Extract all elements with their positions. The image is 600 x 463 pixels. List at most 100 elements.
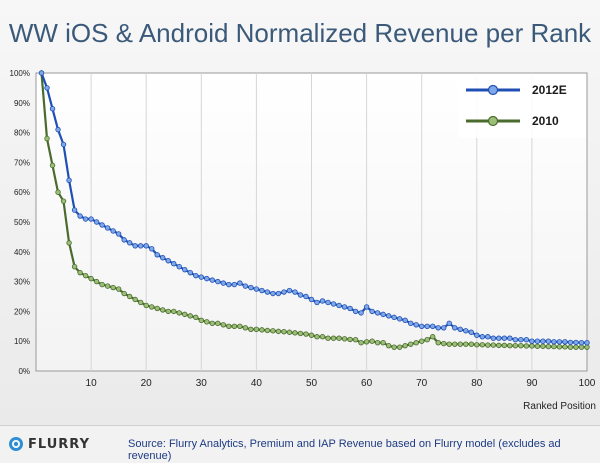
data-point <box>496 335 502 341</box>
data-point <box>330 335 337 341</box>
y-tick-label: 40% <box>14 248 30 257</box>
data-point <box>55 189 61 195</box>
legend-box <box>458 74 586 138</box>
data-point <box>545 343 552 350</box>
data-point <box>396 344 403 350</box>
y-axis: 0% 10% 20% 30% 40% 50% 60% 70% 80% 90% 100% <box>10 69 30 376</box>
x-tick-label: 10 <box>86 378 98 389</box>
data-point <box>424 337 430 343</box>
data-point <box>490 335 497 341</box>
legend-label: 2012E <box>532 83 567 97</box>
data-point <box>187 269 193 276</box>
data-point <box>297 330 304 337</box>
data-point <box>325 299 331 306</box>
data-point <box>441 325 447 331</box>
x-tick-label: 50 <box>306 378 318 389</box>
data-point <box>82 216 89 222</box>
data-point <box>507 342 513 349</box>
data-point <box>49 162 56 169</box>
data-point <box>518 337 524 343</box>
data-point <box>160 307 166 313</box>
data-point <box>154 252 160 258</box>
data-point <box>253 286 260 292</box>
data-point <box>402 317 408 324</box>
data-point <box>347 336 353 343</box>
data-point <box>143 243 149 249</box>
data-point <box>171 308 177 315</box>
data-point <box>209 320 216 327</box>
data-point <box>330 301 337 307</box>
data-point <box>281 289 287 295</box>
data-point <box>441 340 447 347</box>
data-point <box>220 322 227 328</box>
series-layer <box>38 70 590 350</box>
y-tick-label: 50% <box>14 218 30 227</box>
x-tick-label: 20 <box>141 378 153 389</box>
y-tick-label: 20% <box>14 307 30 316</box>
data-point <box>115 231 122 237</box>
data-point <box>137 299 144 306</box>
data-point <box>171 261 177 267</box>
data-point <box>137 243 144 249</box>
data-point <box>193 272 199 279</box>
data-point <box>430 334 436 340</box>
data-point <box>93 219 100 225</box>
data-point <box>452 341 458 347</box>
data-point <box>82 272 89 279</box>
data-point <box>275 290 282 297</box>
data-point <box>380 339 386 346</box>
data-point <box>242 325 249 331</box>
data-point <box>264 289 271 295</box>
data-point <box>253 326 260 332</box>
data-point <box>264 327 271 334</box>
data-point <box>501 342 508 349</box>
data-point <box>413 322 419 328</box>
footer-bar: FLURRY Source: Flurry Analytics, Premium… <box>0 425 600 463</box>
data-point <box>231 323 238 329</box>
y-tick-label: 100% <box>10 69 30 78</box>
y-tick-label: 0% <box>18 367 30 376</box>
data-point <box>226 281 232 288</box>
data-point <box>347 305 353 312</box>
data-point <box>204 319 210 325</box>
data-point <box>319 334 326 340</box>
data-point <box>336 302 342 309</box>
data-point <box>286 329 293 335</box>
data-point <box>292 330 298 336</box>
data-point <box>49 106 56 112</box>
data-point <box>363 339 370 345</box>
data-point <box>534 338 541 344</box>
series-line <box>40 72 587 344</box>
data-point <box>248 326 254 332</box>
data-point <box>413 339 419 346</box>
data-point <box>110 284 116 291</box>
data-point <box>479 342 486 348</box>
data-point <box>457 326 463 332</box>
data-point <box>369 308 375 315</box>
data-point <box>281 328 287 335</box>
data-point <box>562 344 568 350</box>
data-point <box>341 336 348 342</box>
data-point <box>501 335 508 341</box>
data-point <box>44 85 50 91</box>
data-point <box>77 213 83 219</box>
data-point <box>182 266 188 273</box>
series-2012E <box>38 70 590 346</box>
data-point <box>369 338 375 344</box>
data-point <box>551 339 557 345</box>
data-point <box>385 313 392 319</box>
y-tick-label: 60% <box>14 188 30 197</box>
data-point <box>71 207 78 213</box>
data-point <box>297 292 304 298</box>
data-point <box>132 296 138 303</box>
data-point <box>556 344 563 350</box>
data-point <box>60 198 67 204</box>
line-chart: 0% 10% 20% 30% 40% 50% 60% 70% 80% 90% 100% 10 20 30… <box>10 69 596 412</box>
data-point <box>512 337 519 343</box>
data-point <box>529 338 535 344</box>
data-point <box>193 314 199 321</box>
data-point <box>60 141 67 148</box>
data-point <box>573 339 579 346</box>
data-point <box>540 338 546 344</box>
legend-item: 2010 <box>466 114 559 128</box>
